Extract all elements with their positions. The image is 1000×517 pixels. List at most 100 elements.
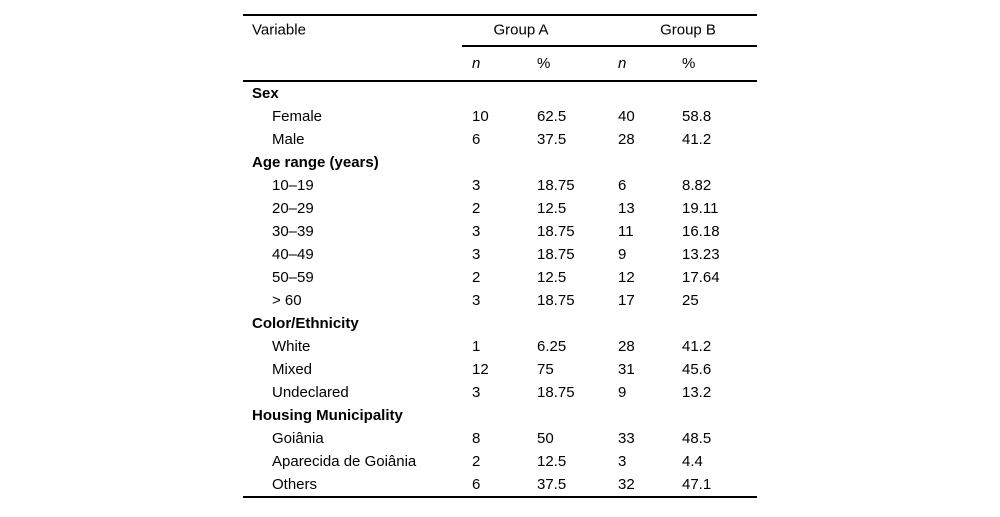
cell-group-b-pct: 19.11 [682, 200, 719, 217]
cell-group-a-pct: 75 [537, 361, 554, 378]
table-row: 30–39 3 18.75 11 16.18 [243, 220, 757, 243]
cell-group-a-pct: 62.5 [537, 108, 567, 125]
row-label: Housing Municipality [252, 407, 403, 424]
cell-group-b-pct: 47.1 [682, 476, 712, 493]
row-label: Male [272, 131, 305, 148]
row-label: Aparecida de Goiânia [272, 453, 417, 470]
column-header-group-a: Group A [493, 21, 549, 39]
cell-group-b-pct: 41.2 [682, 338, 712, 355]
row-label: 10–19 [272, 177, 314, 194]
cell-group-b-n: 32 [618, 476, 635, 493]
cell-group-a-n: 2 [472, 269, 481, 286]
cell-group-b-n: 9 [618, 384, 627, 401]
row-label: Sex [252, 85, 279, 102]
cell-group-b-pct: 8.82 [682, 177, 712, 194]
table-row: Others 6 37.5 32 47.1 [243, 473, 757, 496]
cell-group-b-n: 28 [618, 338, 635, 355]
row-label: Female [272, 108, 323, 125]
row-label: Others [272, 476, 318, 493]
row-label: White [272, 338, 311, 355]
table-row: > 60 3 18.75 17 25 [243, 289, 757, 312]
cell-group-a-pct: 18.75 [537, 177, 575, 194]
row-label: 30–39 [272, 223, 314, 240]
column-header-variable: Variable [252, 21, 306, 39]
cell-group-b-pct: 45.6 [682, 361, 712, 378]
column-header-pct-group-a: % [537, 54, 551, 72]
cell-group-a-pct: 37.5 [537, 131, 567, 148]
cell-group-b-n: 13 [618, 200, 635, 217]
cell-group-b-n: 11 [618, 223, 634, 240]
table-header-measures: n % n % [243, 47, 757, 80]
demographics-table: Variable Group A Group B n % n % Sex Fem… [243, 14, 757, 498]
cell-group-a-pct: 18.75 [537, 384, 575, 401]
cell-group-a-n: 6 [472, 131, 481, 148]
group-header-rule [462, 45, 757, 47]
column-header-group-b: Group B [660, 21, 716, 39]
row-label: Color/Ethnicity [252, 315, 359, 332]
table-row: Sex [243, 82, 757, 105]
cell-group-b-n: 12 [618, 269, 635, 286]
cell-group-b-pct: 48.5 [682, 430, 712, 447]
cell-group-b-n: 9 [618, 246, 627, 263]
cell-group-a-pct: 12.5 [537, 200, 567, 217]
cell-group-a-n: 3 [472, 246, 481, 263]
cell-group-a-n: 10 [472, 108, 489, 125]
table-row: Housing Municipality [243, 404, 757, 427]
table-row: Goiânia 8 50 33 48.5 [243, 427, 757, 450]
table-bottom-rule [243, 496, 757, 498]
row-label: 20–29 [272, 200, 314, 217]
cell-group-b-n: 17 [618, 292, 635, 309]
table-row: 40–49 3 18.75 9 13.23 [243, 243, 757, 266]
row-label: Undeclared [272, 384, 349, 401]
cell-group-b-n: 3 [618, 453, 627, 470]
row-label: Age range (years) [252, 154, 379, 171]
cell-group-b-pct: 58.8 [682, 108, 712, 125]
cell-group-b-pct: 41.2 [682, 131, 712, 148]
cell-group-a-n: 6 [472, 476, 481, 493]
cell-group-a-pct: 6.25 [537, 338, 567, 355]
row-label: 40–49 [272, 246, 314, 263]
table-row: Female 10 62.5 40 58.8 [243, 105, 757, 128]
cell-group-b-pct: 16.18 [682, 223, 720, 240]
cell-group-a-pct: 18.75 [537, 246, 575, 263]
cell-group-a-n: 12 [472, 361, 489, 378]
table-row: Aparecida de Goiânia 2 12.5 3 4.4 [243, 450, 757, 473]
cell-group-a-n: 8 [472, 430, 481, 447]
table-row: White 1 6.25 28 41.2 [243, 335, 757, 358]
cell-group-b-pct: 25 [682, 292, 699, 309]
column-header-pct-group-b: % [682, 54, 696, 72]
cell-group-a-n: 2 [472, 453, 481, 470]
row-label: Mixed [272, 361, 313, 378]
cell-group-b-pct: 13.23 [682, 246, 720, 263]
table-row: Mixed 12 75 31 45.6 [243, 358, 757, 381]
table-row: 20–29 2 12.5 13 19.11 [243, 197, 757, 220]
cell-group-b-n: 33 [618, 430, 635, 447]
cell-group-a-n: 3 [472, 292, 481, 309]
cell-group-a-n: 3 [472, 384, 481, 401]
cell-group-a-pct: 18.75 [537, 292, 575, 309]
table-row: Undeclared 3 18.75 9 13.2 [243, 381, 757, 404]
table-row: Age range (years) [243, 151, 757, 174]
column-header-n-group-b: n [618, 54, 627, 72]
cell-group-a-pct: 37.5 [537, 476, 567, 493]
table-body: Sex Female 10 62.5 40 58.8 Male 6 37.5 2… [243, 82, 757, 496]
table-row: 10–19 3 18.75 6 8.82 [243, 174, 757, 197]
cell-group-b-n: 28 [618, 131, 635, 148]
cell-group-a-n: 1 [472, 338, 481, 355]
table-header-groups: Variable Group A Group B [243, 16, 757, 46]
cell-group-a-n: 3 [472, 177, 481, 194]
cell-group-a-pct: 18.75 [537, 223, 575, 240]
cell-group-a-n: 2 [472, 200, 481, 217]
cell-group-b-n: 40 [618, 108, 635, 125]
cell-group-a-pct: 12.5 [537, 453, 567, 470]
cell-group-b-pct: 4.4 [682, 453, 703, 470]
cell-group-a-pct: 50 [537, 430, 554, 447]
cell-group-b-pct: 17.64 [682, 269, 720, 286]
cell-group-b-pct: 13.2 [682, 384, 712, 401]
cell-group-b-n: 31 [618, 361, 635, 378]
row-label: Goiânia [272, 430, 324, 447]
column-header-n-group-a: n [472, 54, 481, 72]
header-body-rule [243, 79, 757, 82]
table-row: Color/Ethnicity [243, 312, 757, 335]
